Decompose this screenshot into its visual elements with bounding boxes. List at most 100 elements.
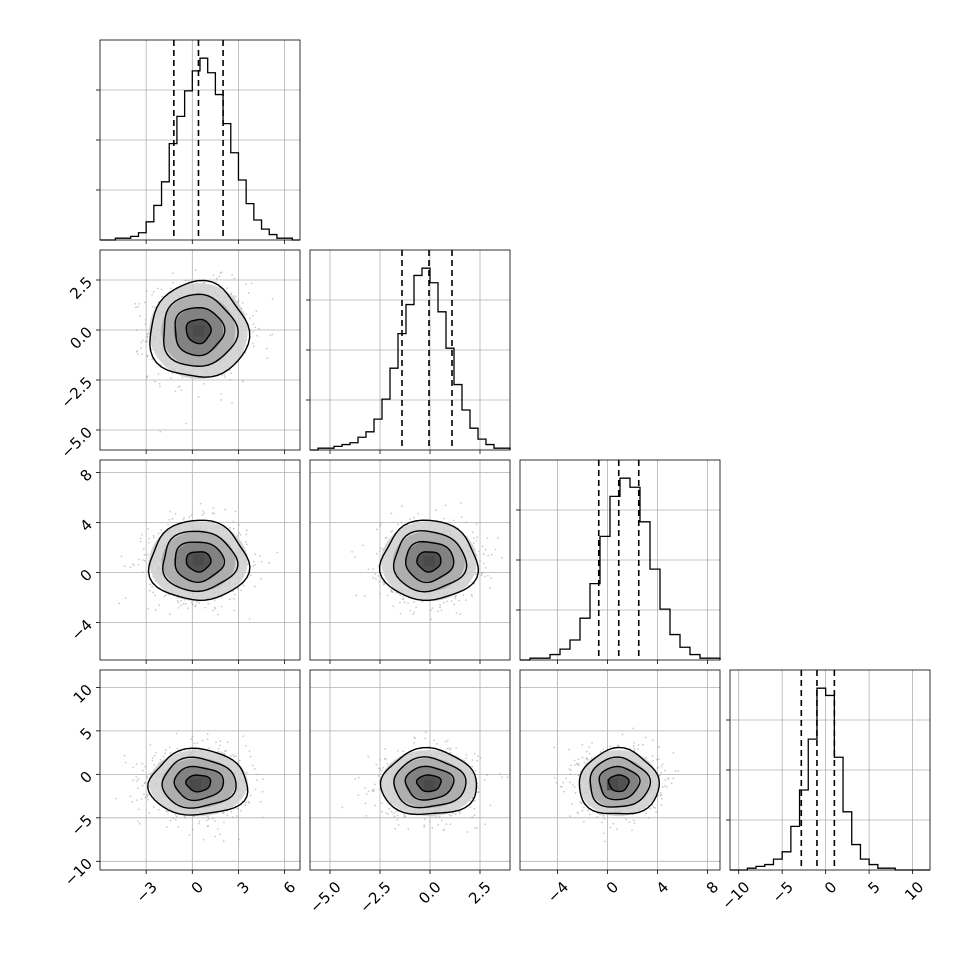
scatter-point <box>487 554 490 557</box>
scatter-point <box>393 812 396 815</box>
scatter-point <box>154 380 156 383</box>
scatter-point <box>261 790 264 793</box>
scatter-point <box>167 523 170 526</box>
scatter-point <box>483 779 486 781</box>
scatter-point <box>439 604 441 606</box>
scatter-point <box>160 295 163 298</box>
scatter-point <box>484 548 487 551</box>
scatter-point <box>481 545 484 548</box>
scatter-point <box>115 797 118 800</box>
scatter-point <box>449 823 452 826</box>
scatter-point <box>238 248 240 250</box>
scatter-point <box>225 749 228 752</box>
scatter-point <box>245 543 248 546</box>
scatter-point <box>144 322 147 325</box>
scatter-point <box>464 599 467 602</box>
scatter-point <box>245 529 248 532</box>
scatter-point <box>165 826 168 828</box>
scatter-point <box>379 758 382 761</box>
scatter-point <box>424 737 427 740</box>
scatter-point <box>473 827 476 830</box>
scatter-point <box>234 295 237 298</box>
scatter-point <box>143 554 146 556</box>
scatter-point <box>158 382 161 385</box>
scatter-point <box>242 584 245 587</box>
scatter-point <box>351 550 353 553</box>
scatter-point <box>446 600 448 603</box>
scatter-point <box>201 514 204 516</box>
contour-line-1 <box>173 765 225 802</box>
scatter-point <box>454 597 457 600</box>
scatter-point <box>439 606 441 609</box>
scatter-point <box>144 796 147 799</box>
scatter-point <box>148 812 151 814</box>
scatter-point <box>145 777 148 779</box>
panel-frame <box>309 249 511 451</box>
scatter-point <box>140 341 143 344</box>
scatter-point <box>147 332 150 335</box>
scatter-point <box>603 818 606 820</box>
scatter-point <box>477 786 480 789</box>
scatter-point <box>249 755 252 758</box>
scatter-point <box>230 292 233 295</box>
scatter-point <box>175 815 178 818</box>
scatter-point <box>455 594 457 597</box>
scatter-point <box>232 753 235 756</box>
scatter-point <box>476 759 479 762</box>
scatter-point <box>231 274 234 276</box>
scatter-point <box>409 609 412 612</box>
scatter-point <box>253 585 256 588</box>
scatter-point <box>193 742 196 745</box>
scatter-point <box>232 294 235 297</box>
scatter-point <box>442 517 445 520</box>
scatter-point <box>158 604 161 607</box>
hist-panel-2 <box>516 459 721 664</box>
scatter-point <box>496 537 499 539</box>
scatter-point <box>169 510 172 513</box>
scatter-point <box>217 747 220 750</box>
scatter-point <box>384 748 387 750</box>
scatter-point <box>219 744 222 747</box>
scatter-point <box>192 603 195 606</box>
scatter-point <box>149 743 152 746</box>
scatter-point <box>474 799 476 802</box>
scatter-point <box>139 537 142 540</box>
scatter-point <box>253 767 256 770</box>
scatter-point <box>187 279 190 282</box>
scatter-point <box>486 574 489 577</box>
scatter-point <box>233 755 236 758</box>
scatter-point <box>184 817 187 819</box>
scatter-point <box>146 355 149 358</box>
scatter-point <box>248 617 251 620</box>
scatter-point <box>234 510 237 513</box>
scatter-point <box>469 806 472 809</box>
scatter-point <box>473 814 476 817</box>
scatter-point <box>244 744 247 747</box>
scatter-point <box>207 602 210 605</box>
scatter-point <box>633 747 636 750</box>
scatter-point <box>474 769 477 772</box>
scatter-point <box>165 810 168 812</box>
scatter-point <box>390 589 393 591</box>
scatter-point <box>177 606 180 609</box>
scatter-point <box>166 810 169 813</box>
scatter-point <box>131 563 134 565</box>
scatter-point <box>655 811 658 814</box>
scatter-point <box>223 750 226 753</box>
scatter-point <box>382 581 384 584</box>
scatter-point <box>659 792 662 794</box>
panel-frame <box>309 669 511 871</box>
scatter-point <box>151 585 154 588</box>
scatter-point <box>148 786 150 789</box>
scatter-point <box>163 595 166 598</box>
scatter-point <box>396 814 399 817</box>
scatter-point <box>475 539 478 542</box>
scatter-point <box>131 800 134 803</box>
scatter-point <box>482 553 485 555</box>
scatter-point <box>378 580 381 583</box>
scatter-point <box>143 793 145 796</box>
scatter-point <box>381 802 383 805</box>
scatter-point <box>400 505 403 508</box>
scatter-point <box>268 562 271 564</box>
scatter-point <box>397 523 399 526</box>
